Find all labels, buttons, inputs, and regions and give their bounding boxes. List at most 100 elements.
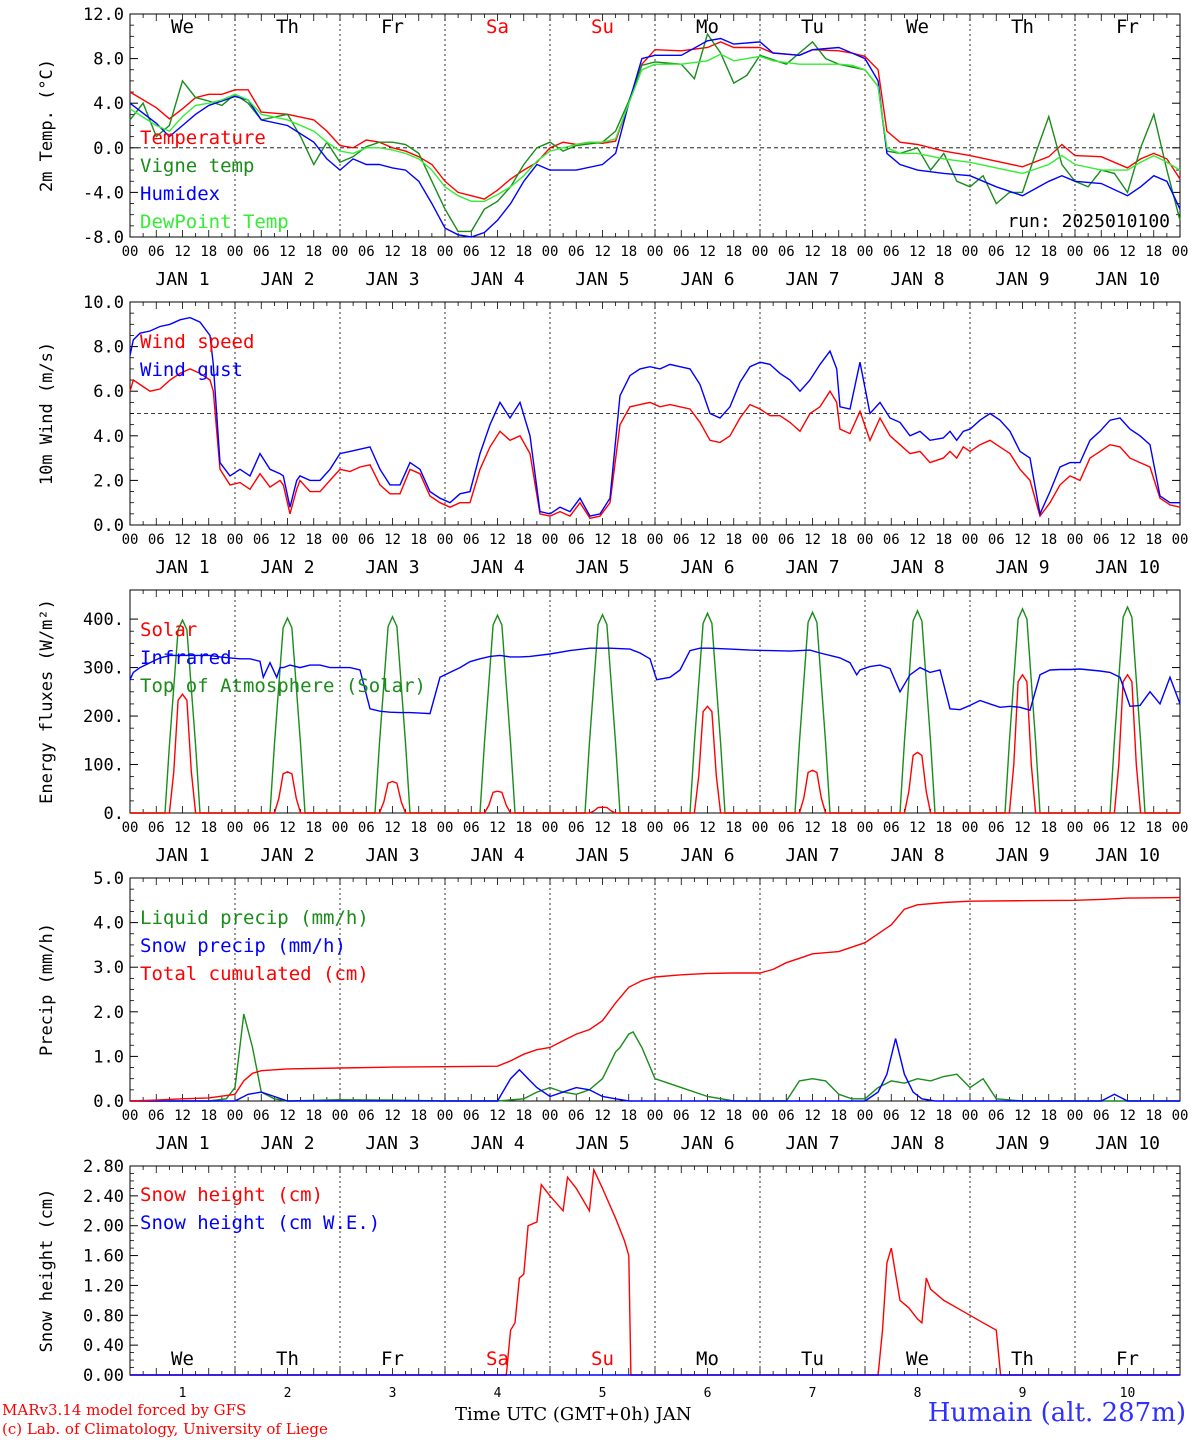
panel-precip: 0.0 1.0 2.0 3.0 4.0 5.0 Precip (mm/h) Liquid pr…	[37, 869, 1188, 1154]
y-tick-label: -8.0	[83, 228, 124, 248]
y-tick-label: 4.0	[93, 94, 124, 114]
day-number-label: 10	[1120, 1386, 1136, 1401]
hour-tick-label: 00	[122, 1108, 139, 1124]
hour-tick-label: 00	[1067, 244, 1084, 260]
hour-tick-label: 00	[122, 532, 139, 548]
date-label: JAN 9	[995, 557, 1049, 578]
hour-tick-label: 00	[122, 820, 139, 836]
panel-wind: 0.0 2.0 4.0 6.0 8.0 10.0 10m Wind (m/s) Wind sp…	[37, 293, 1188, 578]
y-tick-label: 4.0	[93, 427, 124, 447]
hour-tick-label: 18	[830, 820, 847, 836]
hour-tick-label: 18	[410, 532, 427, 548]
series-line-solar	[130, 673, 1180, 814]
date-label: JAN 3	[365, 845, 419, 866]
day-number-label: 1	[179, 1386, 187, 1401]
y-tick-label: 8.0	[93, 338, 124, 358]
station-name: Humain (alt. 287m)	[927, 1398, 1186, 1428]
hour-tick-label: 06	[673, 1108, 690, 1124]
hour-tick-label: 12	[384, 532, 401, 548]
date-label: JAN 8	[890, 845, 944, 866]
hour-tick-label: 18	[1040, 1108, 1057, 1124]
hour-tick-label: 18	[830, 244, 847, 260]
series-line-liquid-precip-mm-h-	[130, 1013, 1180, 1102]
y-tick-label: 3.0	[93, 958, 124, 978]
date-label: JAN 7	[785, 1133, 839, 1154]
hour-tick-label: 18	[1145, 1108, 1162, 1124]
weekday-label: Th	[276, 1348, 299, 1370]
hour-tick-label: 18	[935, 1108, 952, 1124]
date-label: JAN 2	[260, 1133, 314, 1154]
series-line-wind-speed	[129, 368, 1181, 520]
date-label: JAN 4	[470, 1133, 524, 1154]
day-number-label: 3	[389, 1386, 397, 1401]
hour-tick-label: 18	[305, 820, 322, 836]
date-label: JAN 8	[890, 557, 944, 578]
date-label: JAN 3	[365, 269, 419, 290]
y-tick-label: 2.00	[83, 1217, 124, 1237]
y-axis-label: Energy fluxes (W/m²)	[37, 599, 57, 804]
hour-tick-label: 00	[752, 1108, 769, 1124]
hour-tick-label: 06	[148, 820, 165, 836]
hour-tick-label: 18	[620, 1108, 637, 1124]
hour-tick-label: 18	[935, 532, 952, 548]
hour-tick-label: 00	[647, 244, 664, 260]
hour-tick-label: 18	[515, 1108, 532, 1124]
hour-tick-label: 18	[1040, 820, 1057, 836]
day-number-label: 9	[1019, 1386, 1027, 1401]
hour-tick-label: 06	[253, 820, 270, 836]
date-label: JAN 7	[785, 845, 839, 866]
hour-tick-label: 12	[594, 820, 611, 836]
hour-tick-label: 00	[857, 820, 874, 836]
weekday-label: We	[171, 16, 194, 38]
hour-tick-label: 12	[1014, 532, 1031, 548]
y-tick-label: 1.0	[93, 1047, 124, 1067]
hour-tick-label: 00	[332, 1108, 349, 1124]
series-line-total-cumulated-cm-	[129, 896, 1181, 1102]
y-axis-label: Precip (mm/h)	[37, 923, 57, 1056]
hour-tick-label: 06	[988, 1108, 1005, 1124]
hour-tick-label: 18	[515, 244, 532, 260]
date-label: JAN 4	[470, 845, 524, 866]
hour-tick-label: 12	[489, 820, 506, 836]
hour-tick-label: 18	[620, 532, 637, 548]
weekday-label: Fr	[1116, 1348, 1139, 1370]
hour-tick-label: 00	[857, 1108, 874, 1124]
y-tick-label: 0.80	[83, 1306, 124, 1326]
date-label: JAN 9	[995, 845, 1049, 866]
hour-tick-label: 00	[437, 820, 454, 836]
date-label: JAN 2	[260, 845, 314, 866]
y-tick-label: 8.0	[93, 50, 124, 70]
y-tick-label: 6.0	[93, 382, 124, 402]
series-line-snow-precip-mm-h-	[130, 1038, 1180, 1102]
hour-tick-label: 18	[305, 244, 322, 260]
y-tick-label: 12.0	[83, 5, 124, 25]
hour-tick-label: 00	[1067, 532, 1084, 548]
hour-tick-label: 18	[200, 1108, 217, 1124]
hour-tick-label: 00	[437, 244, 454, 260]
hour-tick-label: 00	[332, 532, 349, 548]
hour-tick-label: 06	[463, 532, 480, 548]
hour-tick-label: 06	[1093, 532, 1110, 548]
hour-tick-label: 06	[568, 1108, 585, 1124]
hour-tick-label: 06	[778, 244, 795, 260]
hour-tick-label: 06	[673, 532, 690, 548]
date-label: JAN 5	[575, 1133, 629, 1154]
lab-credit: (c) Lab. of Climatology, University of L…	[2, 1420, 328, 1438]
legend-entry: Snow precip (mm/h)	[140, 935, 346, 957]
date-label: JAN 6	[680, 269, 734, 290]
hour-tick-label: 00	[1067, 820, 1084, 836]
hour-tick-label: 12	[174, 244, 191, 260]
hour-tick-label: 06	[1093, 1108, 1110, 1124]
y-tick-label: 0.0	[93, 139, 124, 159]
y-tick-label: 400.	[83, 610, 124, 630]
hour-tick-label: 18	[410, 244, 427, 260]
hour-tick-label: 00	[542, 244, 559, 260]
hour-tick-label: 00	[227, 244, 244, 260]
hour-tick-label: 12	[699, 820, 716, 836]
weekday-label: Sa	[486, 16, 509, 38]
hour-tick-label: 18	[1145, 244, 1162, 260]
y-tick-label: 5.0	[93, 869, 124, 889]
weekday-label: Mo	[696, 16, 719, 38]
hour-tick-label: 18	[620, 820, 637, 836]
